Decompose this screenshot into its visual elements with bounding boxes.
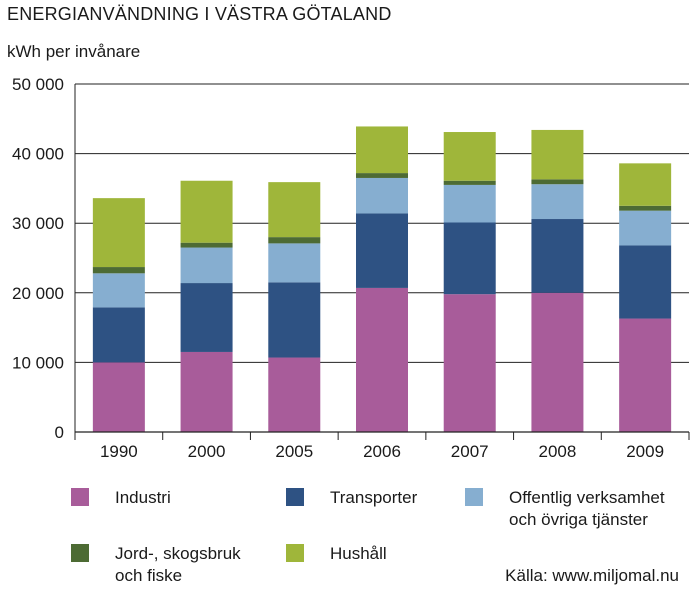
bar-segment	[356, 173, 408, 178]
legend-label: Hushåll	[330, 544, 387, 563]
x-tick-label: 2007	[451, 442, 489, 461]
legend-label: Offentlig verksamhet och övriga tjänster	[509, 488, 665, 529]
legend-swatch	[286, 488, 304, 506]
y-tick-label: 30 000	[12, 214, 64, 233]
x-tick-label: 2000	[188, 442, 226, 461]
bar-segment	[443, 184, 496, 223]
bar-segment	[531, 292, 584, 432]
legend-item: Transporter	[286, 487, 417, 509]
x-tick-label: 2009	[626, 442, 664, 461]
bar-segment	[443, 132, 496, 181]
y-tick-label: 10 000	[12, 353, 64, 372]
bar-segment	[92, 307, 145, 363]
stacked-bar-chart: 0 10 000 20 000 30 000 40 000 50 000 1990 2000 2…	[12, 75, 690, 461]
bar-segment	[619, 205, 672, 211]
bar-segment	[356, 177, 408, 214]
legend-swatch	[286, 544, 304, 562]
y-tick-label: 20 000	[12, 284, 64, 303]
legend-swatch	[71, 488, 89, 506]
bar-segment	[356, 287, 408, 432]
legend-label: Jord-, skogsbruk och fiske	[115, 544, 241, 585]
bar-segment	[531, 184, 584, 220]
bar-segment	[531, 129, 584, 180]
legend-item: Jord-, skogsbruk och fiske	[71, 543, 241, 587]
bar-segment	[531, 179, 584, 185]
bar-segment	[180, 180, 233, 243]
y-tick-label: 0	[55, 423, 64, 442]
bar-segment	[619, 210, 672, 246]
legend-item: Industri	[71, 487, 171, 509]
bar-segment	[268, 357, 321, 432]
bar-segment	[92, 362, 145, 432]
legend-swatch	[465, 488, 483, 506]
legend-label: Transporter	[330, 488, 418, 507]
bar-segment	[268, 182, 321, 238]
legend-item: Hushåll	[286, 543, 387, 565]
y-tick-label: 40 000	[12, 145, 64, 164]
bar-segment	[180, 283, 233, 352]
bar-segment	[356, 126, 408, 174]
legend-item: Offentlig verksamhet och övriga tjänster	[465, 487, 665, 531]
bar-segment	[92, 198, 145, 268]
bar-segment	[356, 213, 408, 288]
x-tick-label: 2006	[363, 442, 401, 461]
bar-segment	[619, 163, 672, 206]
bar-segment	[619, 245, 672, 319]
bar-segment	[180, 247, 233, 284]
bar-segment	[531, 219, 584, 293]
bar-segment	[443, 180, 496, 185]
x-tick-label: 2008	[539, 442, 577, 461]
bar-segment	[92, 273, 145, 308]
source-note: Källa: www.miljomal.nu	[505, 566, 679, 585]
x-tick-label: 2005	[275, 442, 313, 461]
bar-segment	[443, 294, 496, 432]
bar-segment	[268, 237, 321, 244]
y-axis-label: kWh per invånare	[7, 42, 141, 61]
bar-segment	[443, 222, 496, 295]
bar-segment	[180, 351, 233, 432]
chart-title: ENERGIANVÄNDNING I VÄSTRA GÖTALAND	[7, 4, 392, 24]
bar-segment	[268, 243, 321, 283]
y-tick-label: 50 000	[12, 75, 64, 94]
bar-segment	[619, 318, 672, 432]
legend-swatch	[71, 544, 89, 562]
x-tick-label: 1990	[100, 442, 138, 461]
bar-segment	[268, 282, 321, 358]
legend-label: Industri	[115, 488, 171, 507]
bar-segment	[92, 267, 145, 274]
bar-segment	[180, 242, 233, 248]
